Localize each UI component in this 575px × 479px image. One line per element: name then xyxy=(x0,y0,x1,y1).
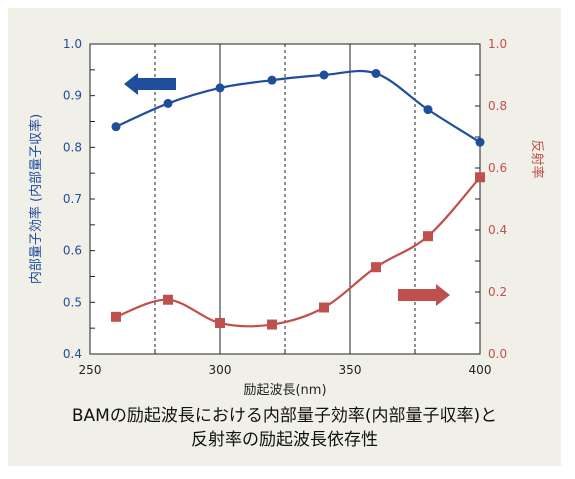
series-0-point xyxy=(475,137,485,147)
y-right-tick-label: 0.4 xyxy=(488,223,507,237)
x-tick-label: 400 xyxy=(469,363,492,377)
caption-line-1: BAMの励起波長における内部量子効率(内部量子収率)と xyxy=(71,406,498,426)
series-1-point xyxy=(267,319,277,330)
figure-panel: 250 300 350 400 0.4 0.5 0.6 0.7 0.8 0.9 1.0 0.0 0.2 0… xyxy=(8,8,561,466)
left-axis-arrow-icon xyxy=(124,73,176,95)
series-1-point xyxy=(319,302,329,313)
y-right-tick-label: 0.8 xyxy=(488,99,507,113)
y-left-axis-label: 内部量子効率 (内部量子収率) xyxy=(28,114,44,284)
series-0-point xyxy=(319,70,329,80)
right-axis-arrow-icon xyxy=(398,284,450,306)
arrows xyxy=(124,73,450,306)
series-1-point xyxy=(163,294,173,305)
y-left-tick-label: 0.7 xyxy=(63,192,82,206)
series-0-point xyxy=(371,68,381,78)
y-right-axis-label: 反射率 xyxy=(529,139,545,178)
axes: 250 300 350 400 0.4 0.5 0.6 0.7 0.8 0.9 1.0 0.0 0.2 0… xyxy=(28,37,545,398)
y-left-tick-label: 0.4 xyxy=(63,347,82,361)
x-tick-label: 300 xyxy=(209,363,232,377)
y-left-tick-label: 0.9 xyxy=(63,89,82,103)
x-tick-label: 250 xyxy=(79,363,102,377)
y-right-tick-label: 0.6 xyxy=(488,161,507,175)
series-1-point xyxy=(475,172,485,183)
y-right-tick-label: 0.2 xyxy=(488,285,507,299)
plot-area xyxy=(89,43,481,355)
series-0-line xyxy=(115,70,481,144)
x-tick-label: 350 xyxy=(339,363,362,377)
y-left-tick-label: 0.5 xyxy=(63,295,82,309)
series-0-point xyxy=(111,122,121,132)
series-1-point xyxy=(371,262,381,273)
chart-caption: BAMの励起波長における内部量子効率(内部量子収率)と 反射率の励起波長依存性 xyxy=(8,404,561,452)
x-axis-label: 励起波長(nm) xyxy=(243,383,326,398)
y-left-tick-label: 0.6 xyxy=(63,244,82,258)
y-left-tick-label: 1.0 xyxy=(63,37,82,51)
y-left-tick-label: 0.8 xyxy=(63,140,82,154)
series-1-point xyxy=(423,231,433,242)
y-right-tick-label: 1.0 xyxy=(488,37,507,51)
chart: 250 300 350 400 0.4 0.5 0.6 0.7 0.8 0.9 1.0 0.0 0.2 0… xyxy=(28,37,545,398)
series-1-point xyxy=(111,311,121,322)
series-0-point xyxy=(163,98,173,108)
caption-line-2: 反射率の励起波長依存性 xyxy=(191,430,378,450)
series-0-point xyxy=(423,105,433,115)
series-markers xyxy=(111,68,485,330)
y-right-tick-label: 0.0 xyxy=(488,347,507,361)
series-1-point xyxy=(215,318,225,328)
series-0-point xyxy=(267,75,277,85)
series-0-point xyxy=(215,83,225,93)
